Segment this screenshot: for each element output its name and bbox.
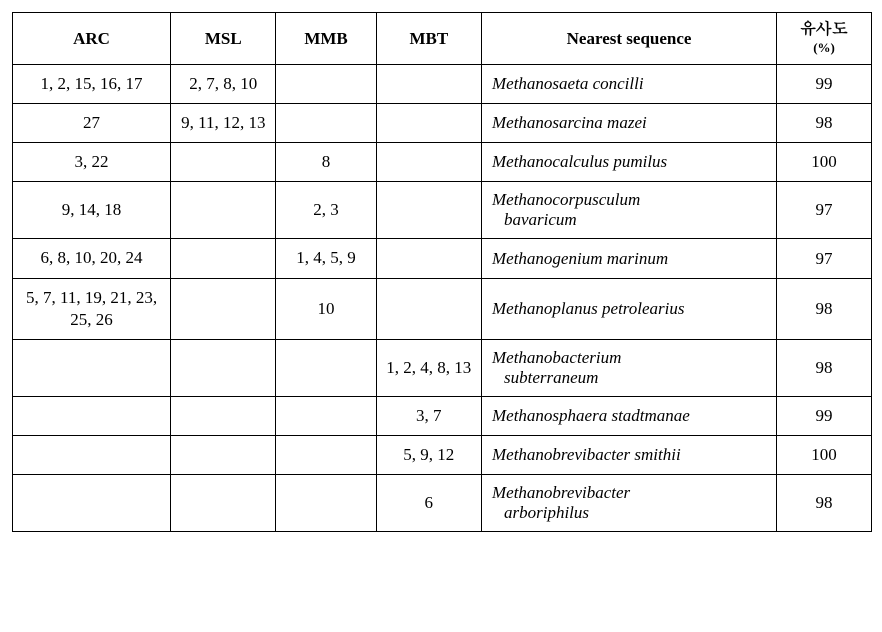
header-similarity-top: 유사도 [800, 21, 848, 38]
cell-mbt: 1, 2, 4, 8, 13 [376, 339, 481, 396]
cell-similarity: 98 [777, 339, 872, 396]
table-row: 5, 7, 11, 19, 21, 23, 25, 26 10 Methanopla… [13, 278, 872, 339]
cell-mbt [376, 239, 481, 278]
cell-arc: 3, 22 [13, 143, 171, 182]
cell-mmb: 10 [276, 278, 376, 339]
cell-nearest-sequence: Methanobrevibacter smithii [482, 435, 777, 474]
cell-msl [171, 474, 276, 531]
cell-msl [171, 396, 276, 435]
cell-nearest-sequence: Methanosphaera stadtmanae [482, 396, 777, 435]
cell-mmb: 2, 3 [276, 182, 376, 239]
header-mbt: MBT [376, 13, 481, 65]
cell-similarity: 100 [777, 435, 872, 474]
cell-arc [13, 435, 171, 474]
cell-msl [171, 239, 276, 278]
cell-nearest-sequence: Methanocorpusculumbavaricum [482, 182, 777, 239]
cell-mmb [276, 474, 376, 531]
table-body: 1, 2, 15, 16, 172, 7, 8, 10 Methanosaeta … [13, 65, 872, 532]
cell-similarity: 98 [777, 474, 872, 531]
cell-arc: 27 [13, 104, 171, 143]
header-similarity-bottom: (%) [813, 40, 835, 55]
cell-msl: 9, 11, 12, 13 [171, 104, 276, 143]
cell-nearest-sequence: Methanogenium marinum [482, 239, 777, 278]
cell-mmb [276, 65, 376, 104]
header-mmb: MMB [276, 13, 376, 65]
table-row: 9, 14, 18 2, 3 Methanocorpusculumbavaricum… [13, 182, 872, 239]
cell-similarity: 98 [777, 104, 872, 143]
cell-similarity: 98 [777, 278, 872, 339]
cell-msl [171, 339, 276, 396]
cell-msl [171, 182, 276, 239]
cell-mbt: 3, 7 [376, 396, 481, 435]
cell-nearest-sequence: Methanosarcina mazei [482, 104, 777, 143]
cell-mmb [276, 435, 376, 474]
cell-msl [171, 435, 276, 474]
cell-arc: 9, 14, 18 [13, 182, 171, 239]
cell-similarity: 97 [777, 182, 872, 239]
header-similarity: 유사도 (%) [777, 13, 872, 65]
cell-similarity: 99 [777, 396, 872, 435]
cell-arc: 6, 8, 10, 20, 24 [13, 239, 171, 278]
cell-nearest-sequence: Methanocalculus pumilus [482, 143, 777, 182]
cell-mmb: 8 [276, 143, 376, 182]
cell-mbt [376, 182, 481, 239]
header-arc: ARC [13, 13, 171, 65]
table-row: 3, 22 8 Methanocalculus pumilus100 [13, 143, 872, 182]
cell-msl [171, 278, 276, 339]
cell-arc: 1, 2, 15, 16, 17 [13, 65, 171, 104]
cell-nearest-sequence: Methanosaeta concilli [482, 65, 777, 104]
cell-msl [171, 143, 276, 182]
header-nearest: Nearest sequence [482, 13, 777, 65]
table-row: 6, 8, 10, 20, 24 1, 4, 5, 9 Methanogenium … [13, 239, 872, 278]
cell-mbt [376, 143, 481, 182]
cell-nearest-sequence: Methanobacteriumsubterraneum [482, 339, 777, 396]
cell-mmb [276, 396, 376, 435]
table-row: 279, 11, 12, 13 Methanosarcina mazei98 [13, 104, 872, 143]
cell-similarity: 97 [777, 239, 872, 278]
table-row: 3, 7Methanosphaera stadtmanae99 [13, 396, 872, 435]
cell-similarity: 100 [777, 143, 872, 182]
cell-mmb [276, 104, 376, 143]
cell-arc [13, 474, 171, 531]
table-row: 1, 2, 4, 8, 13Methanobacteriumsubterrane… [13, 339, 872, 396]
cell-mbt: 5, 9, 12 [376, 435, 481, 474]
cell-msl: 2, 7, 8, 10 [171, 65, 276, 104]
phylogenetic-table: ARC MSL MMB MBT Nearest sequence 유사도 (%)… [12, 12, 872, 532]
cell-mmb: 1, 4, 5, 9 [276, 239, 376, 278]
cell-mmb [276, 339, 376, 396]
cell-arc [13, 339, 171, 396]
cell-nearest-sequence: Methanobrevibacterarboriphilus [482, 474, 777, 531]
cell-arc: 5, 7, 11, 19, 21, 23, 25, 26 [13, 278, 171, 339]
cell-similarity: 99 [777, 65, 872, 104]
cell-arc [13, 396, 171, 435]
table-row: 1, 2, 15, 16, 172, 7, 8, 10 Methanosaeta … [13, 65, 872, 104]
table-row: 5, 9, 12Methanobrevibacter smithii100 [13, 435, 872, 474]
cell-nearest-sequence: Methanoplanus petrolearius [482, 278, 777, 339]
table-header-row: ARC MSL MMB MBT Nearest sequence 유사도 (%) [13, 13, 872, 65]
cell-mbt [376, 278, 481, 339]
table-row: 6Methanobrevibacterarboriphilus98 [13, 474, 872, 531]
cell-mbt: 6 [376, 474, 481, 531]
cell-mbt [376, 104, 481, 143]
header-msl: MSL [171, 13, 276, 65]
cell-mbt [376, 65, 481, 104]
